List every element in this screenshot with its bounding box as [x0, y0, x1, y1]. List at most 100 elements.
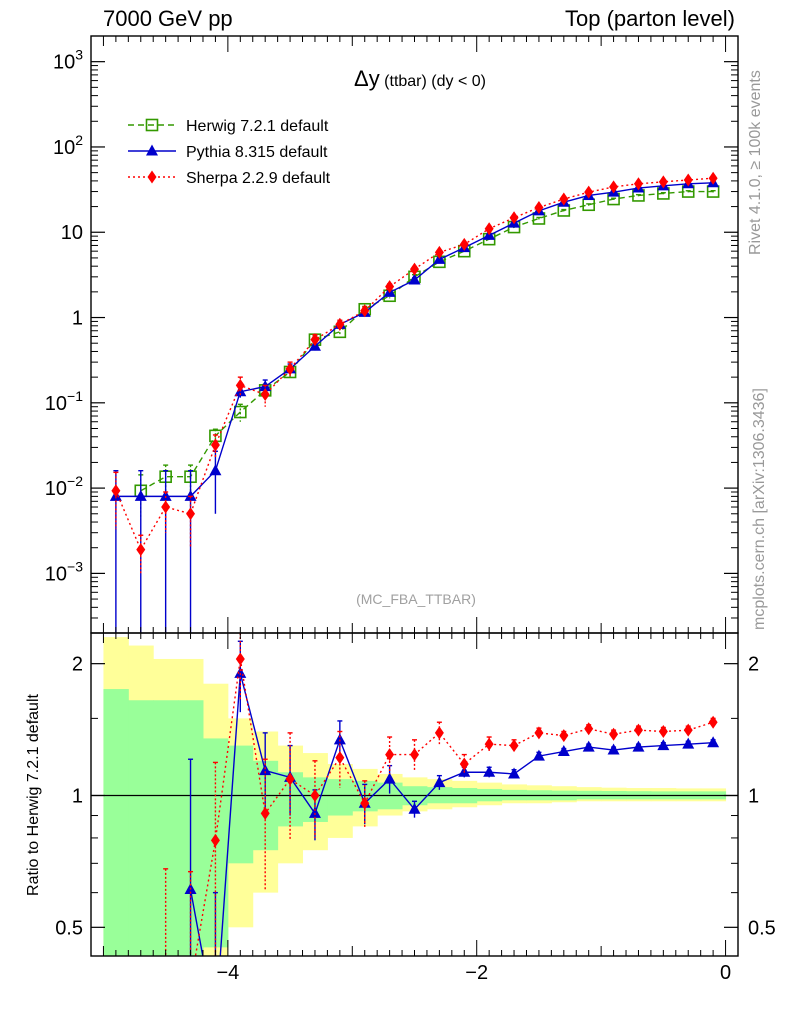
sherpa-point — [633, 177, 643, 191]
pythia-ratio-point — [433, 776, 446, 788]
band-inner-bin — [103, 689, 129, 956]
pythia-ratio-point — [557, 745, 570, 757]
ytick-label-base: 10 — [45, 478, 67, 500]
sherpa-ratio-point — [658, 725, 668, 739]
sherpa-point — [708, 171, 718, 185]
pythia-point — [134, 489, 147, 501]
sherpa-ratio-point — [360, 796, 370, 810]
sherpa-ratio-point — [584, 722, 594, 736]
sherpa-ratio-point — [683, 723, 693, 737]
header-right: Top (parton level) — [565, 6, 735, 31]
pythia-ratio-point — [508, 767, 521, 779]
ytick-label: 10−1 — [45, 388, 83, 415]
sherpa-point — [658, 175, 668, 189]
pythia-ratio-point — [234, 666, 247, 678]
source-label: mcplots.cern.ch [arXiv:1306.3436] — [751, 388, 768, 630]
pythia-ratio-point — [532, 749, 545, 761]
legend-label-pythia: Pythia 8.315 default — [186, 144, 328, 161]
sherpa-ratio-point — [260, 806, 270, 820]
ytick-label-base: 10 — [45, 563, 67, 585]
ratio-ylabel: Ratio to Herwig 7.2.1 default — [25, 694, 42, 896]
band-inner-bin — [227, 745, 254, 864]
sherpa-point — [559, 192, 569, 206]
ytick-label: 10−2 — [45, 473, 83, 500]
ratio-ytick-label-right: 0.5 — [748, 917, 776, 939]
plot-title-symbol: Δy — [354, 66, 380, 91]
herwig-line — [140, 190, 714, 492]
ytick-label-exponent: 2 — [75, 132, 83, 148]
sherpa-ratio-point — [484, 737, 494, 751]
sherpa-point — [509, 211, 519, 225]
sherpa-ratio-point — [708, 715, 718, 729]
sherpa-point — [136, 543, 146, 557]
pythia-ratio-point — [682, 737, 695, 749]
sherpa-point — [235, 378, 245, 392]
sherpa-ratio-point — [509, 739, 519, 753]
herwig-point — [234, 405, 247, 419]
pythia-point — [408, 273, 421, 285]
legend: Herwig 7.2.1 default Pythia 8.315 default… — [128, 118, 331, 187]
pythia-ratio-point — [333, 733, 346, 745]
ytick-label-exponent: −3 — [67, 558, 83, 574]
pythia-point — [184, 489, 197, 501]
sherpa-ratio-point — [410, 748, 419, 762]
sherpa-point — [484, 222, 494, 236]
pythia-ratio-point — [607, 743, 620, 755]
pythia-ratio-line — [189, 673, 714, 956]
sherpa-point — [210, 438, 220, 452]
pythia-line — [115, 182, 714, 498]
legend-label-sherpa: Sherpa 2.2.9 default — [186, 170, 331, 187]
sherpa-ratio-point — [385, 748, 395, 762]
ytick-label: 10 — [61, 222, 83, 244]
sherpa-point — [385, 280, 395, 294]
pythia-ratio-point — [632, 740, 645, 752]
sherpa-point — [459, 237, 469, 251]
pythia-ratio-point — [408, 802, 421, 814]
herwig-series — [134, 185, 720, 520]
sherpa-ratio-point — [459, 757, 469, 771]
legend-marker-sherpa — [147, 170, 157, 184]
sherpa-point — [186, 507, 196, 521]
ytick-label: 102 — [53, 132, 83, 159]
ytick-label-base: 10 — [45, 393, 67, 415]
xtick-label: 0 — [720, 962, 731, 984]
header-left: 7000 GeV pp — [103, 6, 233, 31]
plot-title: Δy (ttbar) (dy < 0) — [354, 66, 486, 91]
pythia-point — [209, 464, 222, 476]
sherpa-ratio-point — [633, 723, 643, 737]
ytick-label-exponent: −2 — [67, 473, 83, 489]
sherpa-point — [260, 388, 270, 402]
ytick-label: 103 — [53, 47, 83, 74]
sherpa-ratio-point — [210, 833, 220, 847]
sherpa-ratio-point — [235, 652, 245, 666]
pythia-ratio-point — [383, 772, 396, 784]
sherpa-point — [310, 333, 320, 347]
sherpa-ratio-point — [534, 726, 544, 740]
pythia-ratio-point — [707, 736, 720, 748]
sherpa-point — [609, 180, 619, 194]
sherpa-ratio-point — [609, 727, 619, 741]
ytick-label-exponent: −1 — [67, 388, 83, 404]
ytick-label-base: 10 — [53, 137, 75, 159]
watermark: (MC_FBA_TTBAR) — [356, 591, 476, 607]
sherpa-point — [111, 484, 121, 498]
ratio-ytick-label-left: 1 — [72, 785, 83, 807]
sherpa-ratio-point — [285, 772, 295, 786]
ratio-plot-axes: 0.5 0.5 1 1 2 2 −4 −2 0 — [55, 632, 776, 984]
xtick-label: −2 — [465, 962, 488, 984]
legend-marker-herwig — [145, 118, 159, 132]
sherpa-ratio-point — [335, 751, 345, 765]
pythia-ratio-point — [259, 764, 272, 776]
legend-label-herwig: Herwig 7.2.1 default — [186, 118, 329, 135]
ratio-ytick-label-right: 2 — [748, 654, 759, 676]
ratio-ytick-label-left: 0.5 — [55, 917, 83, 939]
plot-title-rest: (ttbar) (dy < 0) — [380, 73, 486, 90]
sherpa-point — [683, 173, 693, 187]
sherpa-ratio-point — [186, 978, 195, 991]
pythia-ratio-point — [483, 765, 496, 777]
sherpa-point — [335, 317, 345, 331]
sherpa-point — [534, 201, 544, 215]
